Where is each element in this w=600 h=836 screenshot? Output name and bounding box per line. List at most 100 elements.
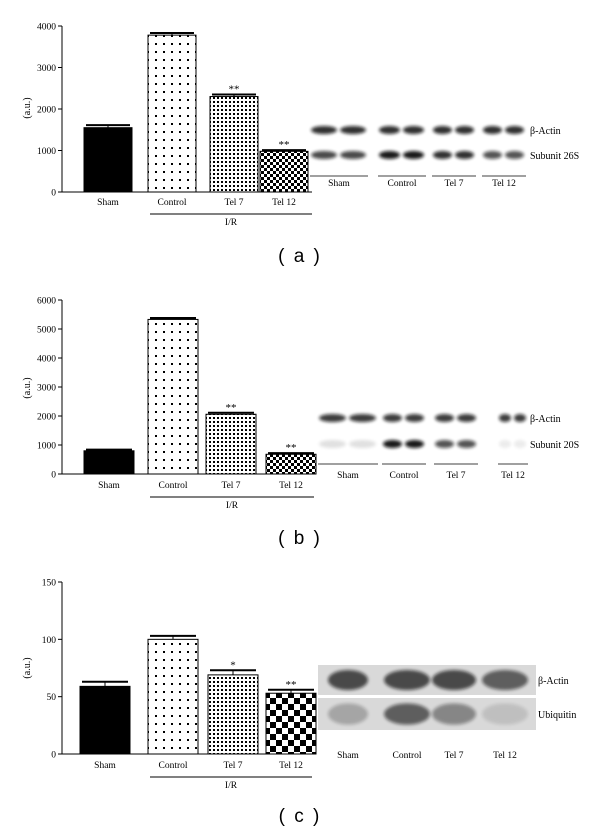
blot-band: [311, 151, 337, 159]
blot-label-actin: β-Actin: [538, 676, 569, 687]
blot-band: [483, 151, 502, 159]
y-tick-label: 3000: [37, 384, 56, 394]
blot-band: [340, 126, 366, 134]
blot-band: [384, 703, 430, 725]
panel-label-a: ( a ): [278, 246, 322, 267]
y-axis-label: (a.u.): [22, 657, 33, 678]
blot-band: [319, 440, 346, 448]
significance-marker: **: [286, 679, 297, 691]
bar-control: [147, 638, 199, 755]
bar-tel-12: [265, 453, 317, 475]
blot-band: [349, 414, 376, 422]
y-tick-label: 50: [47, 693, 57, 703]
bar-control: [147, 318, 199, 475]
y-tick-label: 1000: [37, 442, 56, 452]
bar-sham: [79, 685, 131, 755]
blot-band: [405, 440, 424, 448]
bar-chart-c: 0 50 100 150 (a.u.) Sham Control * Tel 7 ** Tel 12…: [22, 579, 576, 792]
western-blot-b: β-Actin Subunit 20S Sham Control Tel 7 Tel 12: [318, 414, 579, 481]
panel-label-c: ( c ): [278, 806, 322, 827]
western-blot-a: β-Actin Subunit 26S Sham Control Tel 7 Tel 12: [310, 126, 579, 189]
blot-band: [505, 126, 524, 134]
significance-marker: *: [230, 659, 236, 671]
blot-band: [432, 670, 476, 690]
blot-band: [514, 414, 526, 422]
panel-label-b: ( b ): [278, 528, 322, 549]
blot-lane-label: Control: [392, 751, 421, 761]
figure-panel-c: 0 50 100 150 (a.u.) Sham Control * Tel 7 ** Tel 12…: [0, 560, 600, 836]
category-label: Sham: [98, 481, 120, 491]
bar-chart-b: 0 1000 2000 3000 4000 5000 6000 (a.u.) Sham Contr…: [22, 297, 579, 512]
figure-panel-a: 0 1000 2000 3000 4000 (a.u.) Sham Control ** Tel …: [0, 0, 600, 280]
blot-lane-label: Sham: [337, 471, 359, 481]
blot-band: [383, 440, 402, 448]
blot-band: [499, 414, 511, 422]
blot-band: [499, 440, 511, 448]
blot-label-target: Subunit 26S: [530, 151, 579, 162]
blot-band: [482, 703, 528, 725]
group-label: I/R: [226, 501, 239, 511]
significance-marker: **: [286, 442, 297, 454]
y-axis-label: (a.u.): [22, 377, 33, 398]
y-tick-label: 2000: [37, 106, 56, 116]
y-tick-label: 4000: [37, 23, 56, 33]
category-label: Tel 7: [224, 198, 243, 208]
blot-lane-label: Tel 7: [446, 471, 465, 481]
blot-band: [482, 670, 528, 690]
blot-band: [405, 414, 424, 422]
blot-band: [457, 440, 476, 448]
blot-band: [457, 414, 476, 422]
figure-panel-b: 0 1000 2000 3000 4000 5000 6000 (a.u.) Sham Contr…: [0, 280, 600, 560]
blot-band: [379, 126, 400, 134]
y-tick-label: 5000: [37, 326, 56, 336]
significance-marker: **: [226, 402, 237, 414]
blot-band: [328, 703, 368, 725]
blot-band: [483, 126, 502, 134]
blot-band: [435, 440, 454, 448]
blot-band: [455, 126, 474, 134]
blot-lane-label: Control: [387, 179, 416, 189]
significance-marker: **: [229, 83, 240, 95]
group-label: I/R: [225, 218, 238, 228]
bar-tel-7: [209, 96, 259, 193]
y-tick-label: 0: [51, 471, 56, 481]
bar-tel-7: [205, 413, 257, 475]
y-tick-label: 1000: [37, 147, 56, 157]
bar-tel-7: [207, 674, 259, 755]
blot-lane-label: Tel 7: [444, 751, 463, 761]
blot-lane-label: Control: [389, 471, 418, 481]
blot-band: [349, 440, 376, 448]
blot-band: [340, 151, 366, 159]
blot-band: [433, 126, 452, 134]
group-label: I/R: [225, 781, 238, 791]
blot-band: [505, 151, 524, 159]
bar-chart-a: 0 1000 2000 3000 4000 (a.u.) Sham Control ** Tel …: [22, 23, 579, 229]
blot-lane-label: Tel 12: [493, 751, 517, 761]
category-label: Control: [158, 761, 187, 771]
category-label: Sham: [94, 761, 116, 771]
blot-band: [319, 414, 346, 422]
bar-control: [147, 34, 197, 193]
category-label: Tel 12: [279, 761, 303, 771]
blot-band: [514, 440, 526, 448]
category-label: Tel 7: [223, 761, 242, 771]
blot-band: [433, 151, 452, 159]
significance-marker: **: [279, 139, 290, 151]
blot-band: [311, 126, 337, 134]
blot-band: [403, 126, 424, 134]
category-label: Sham: [97, 198, 119, 208]
y-tick-label: 0: [51, 189, 56, 199]
blot-lane-label: Sham: [337, 751, 359, 761]
bar-sham: [83, 127, 133, 193]
blot-label-actin: β-Actin: [530, 126, 561, 137]
blot-band: [328, 670, 368, 690]
bar-tel-12: [259, 150, 309, 193]
blot-lane-label: Tel 12: [492, 179, 516, 189]
y-tick-label: 6000: [37, 297, 56, 307]
y-tick-label: 3000: [37, 64, 56, 74]
blot-band: [435, 414, 454, 422]
blot-band: [379, 151, 400, 159]
blot-label-target: Ubiquitin: [538, 710, 576, 721]
y-tick-label: 2000: [37, 413, 56, 423]
bar-tel-12: [265, 692, 317, 755]
